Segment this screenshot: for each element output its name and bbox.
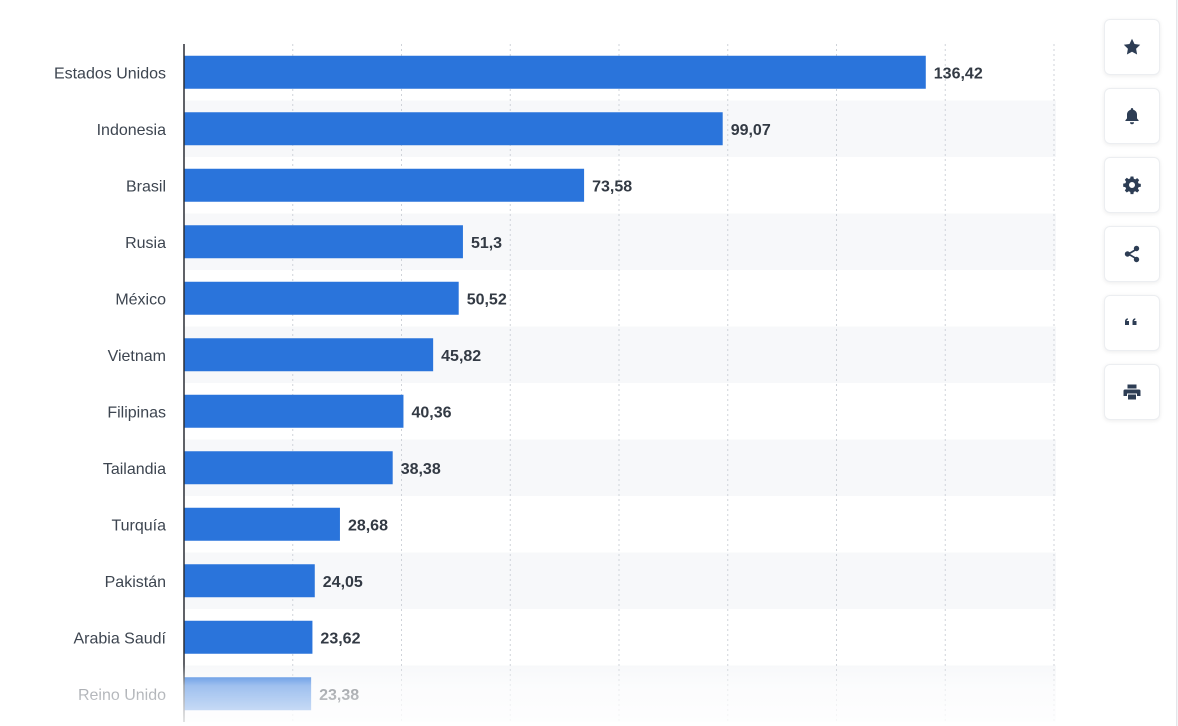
value-label: 73,58 <box>592 178 632 195</box>
notification-button[interactable] <box>1104 88 1160 144</box>
category-label: Arabia Saudí <box>73 630 166 647</box>
value-label: 50,52 <box>467 291 507 308</box>
bar[interactable] <box>184 281 459 315</box>
category-label: Indonesia <box>97 122 166 139</box>
value-label: 136,42 <box>934 65 983 82</box>
value-label: 99,07 <box>731 122 771 139</box>
settings-button[interactable] <box>1104 157 1160 213</box>
bar[interactable] <box>184 507 340 541</box>
category-label: Brasil <box>126 178 166 195</box>
category-label: Rusia <box>125 235 166 252</box>
chart-toolbar <box>1104 19 1162 433</box>
value-label: 45,82 <box>441 348 481 365</box>
bar[interactable] <box>184 168 585 202</box>
value-label: 23,62 <box>320 630 360 647</box>
cite-button[interactable] <box>1104 295 1160 351</box>
value-label: 40,36 <box>411 404 451 421</box>
favorite-button[interactable] <box>1104 19 1160 75</box>
bar[interactable] <box>184 55 926 89</box>
print-icon <box>1123 384 1141 400</box>
category-label: Filipinas <box>107 404 166 421</box>
bar[interactable] <box>184 677 312 711</box>
star-icon <box>1123 38 1141 55</box>
value-label: 23,38 <box>319 687 359 704</box>
share-button[interactable] <box>1104 226 1160 282</box>
category-label: México <box>115 291 166 308</box>
gear-icon <box>1123 176 1141 195</box>
value-label: 24,05 <box>323 574 363 591</box>
bar[interactable] <box>184 225 463 259</box>
category-label: Estados Unidos <box>54 65 166 82</box>
print-button[interactable] <box>1104 364 1160 420</box>
bar[interactable] <box>184 451 393 485</box>
value-label: 51,3 <box>471 235 502 252</box>
bar[interactable] <box>184 394 404 428</box>
bar[interactable] <box>184 112 723 146</box>
category-label: Tailandia <box>103 461 166 478</box>
bar[interactable] <box>184 338 434 372</box>
bar[interactable] <box>184 620 313 654</box>
row-band <box>184 552 1056 609</box>
bar-chart: Estados Unidos 136,42 Indonesia 99,07 Brasil… <box>54 44 1056 722</box>
value-label: 28,68 <box>348 517 388 534</box>
category-label: Vietnam <box>108 348 166 365</box>
category-label: Turquía <box>111 517 166 534</box>
bell-icon <box>1125 108 1139 125</box>
share-icon <box>1124 245 1140 263</box>
bar[interactable] <box>184 564 315 598</box>
quote-icon <box>1125 318 1137 325</box>
category-label: Pakistán <box>105 574 166 591</box>
value-label: 38,38 <box>401 461 441 478</box>
row-band <box>184 665 1056 722</box>
category-label: Reino Unido <box>78 687 166 704</box>
